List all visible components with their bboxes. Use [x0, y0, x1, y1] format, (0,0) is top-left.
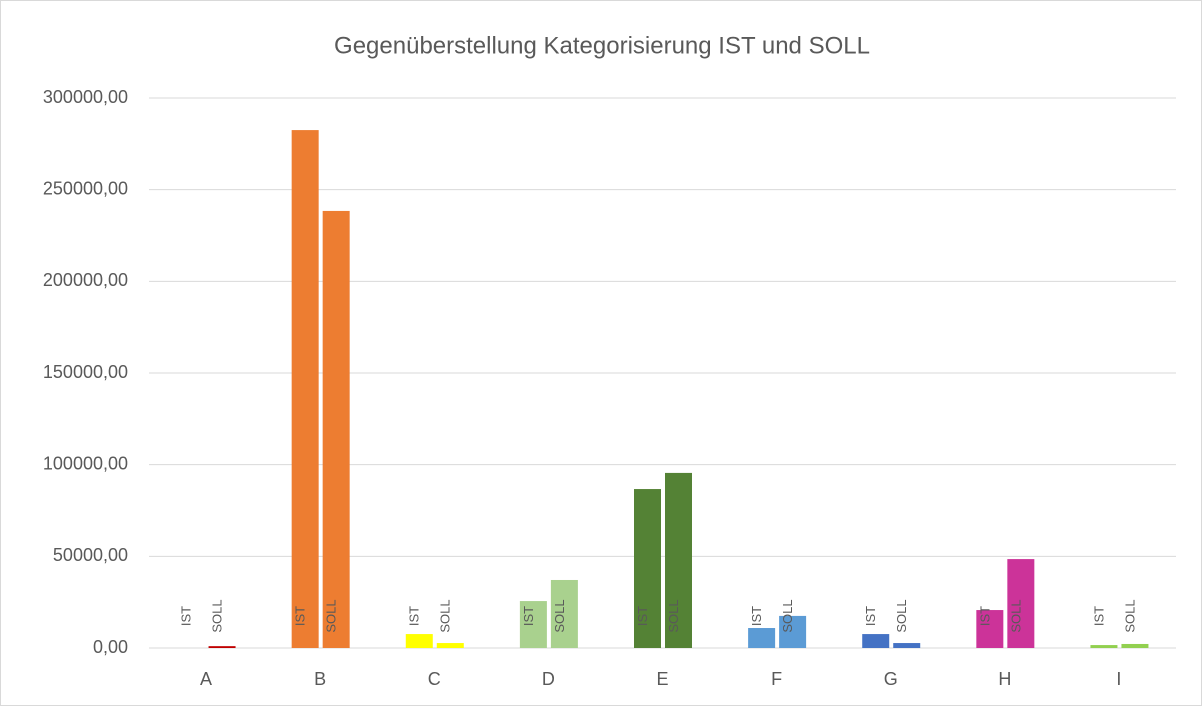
bar-label: SOLL — [324, 599, 339, 632]
bar-label: SOLL — [666, 599, 681, 632]
bar — [862, 634, 890, 648]
bar-label: SOLL — [438, 599, 453, 632]
bar — [550, 579, 578, 648]
bar-label: SOLL — [780, 599, 795, 632]
x-tick-label: G — [884, 669, 898, 689]
bar-label: SOLL — [894, 599, 909, 632]
bar-label: IST — [521, 606, 536, 626]
x-tick-label: I — [1116, 669, 1121, 689]
bar — [1090, 645, 1118, 648]
bar-label: IST — [749, 606, 764, 626]
bar — [748, 628, 776, 648]
bar — [1121, 643, 1149, 648]
bar — [322, 210, 350, 648]
x-tick-label: A — [200, 669, 212, 689]
bar — [436, 643, 464, 648]
bar — [976, 610, 1004, 648]
x-tick-label: C — [428, 669, 441, 689]
bar-label: IST — [977, 606, 992, 626]
bar-label: SOLL — [209, 599, 224, 632]
bar-label: SOLL — [1122, 599, 1137, 632]
bar-label: IST — [178, 606, 193, 626]
y-tick-label: 0,00 — [93, 637, 128, 657]
bar — [291, 130, 319, 649]
bar — [519, 601, 547, 648]
bar — [208, 646, 236, 648]
y-tick-label: 50000,00 — [53, 545, 128, 565]
y-tick-label: 300000,00 — [43, 87, 128, 107]
y-tick-label: 250000,00 — [43, 178, 128, 198]
chart-title: Gegenüberstellung Kategorisierung IST un… — [334, 32, 870, 59]
bar-label: IST — [1091, 606, 1106, 626]
x-tick-label: D — [542, 669, 555, 689]
bar-label: IST — [293, 606, 308, 626]
bar — [779, 615, 807, 648]
bar — [665, 472, 692, 648]
bar-label: IST — [635, 606, 650, 626]
bar-label: IST — [407, 606, 422, 626]
bar — [893, 643, 921, 648]
y-tick-label: 200000,00 — [43, 270, 128, 290]
y-tick-label: 150000,00 — [43, 362, 128, 382]
y-tick-label: 100000,00 — [43, 453, 128, 473]
bar-label: SOLL — [1008, 599, 1023, 632]
bar — [405, 634, 433, 648]
bar — [634, 489, 661, 648]
bar-label: IST — [863, 606, 878, 626]
bar — [1007, 559, 1035, 648]
x-tick-label: E — [656, 669, 668, 689]
x-tick-label: B — [314, 669, 326, 689]
x-tick-label: H — [998, 669, 1011, 689]
bar-label: SOLL — [552, 599, 567, 632]
x-tick-label: F — [771, 669, 782, 689]
